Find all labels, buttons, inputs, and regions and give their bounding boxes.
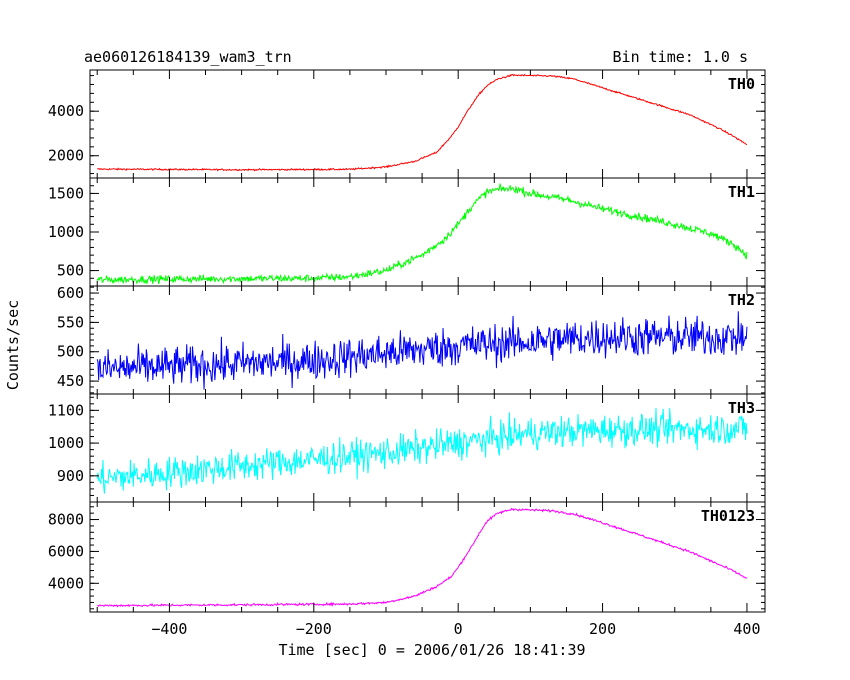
series-line-th1: [96, 183, 748, 285]
y-tick-label: 1000: [48, 223, 84, 241]
bin-time-label: Bin time: 1.0 s: [613, 48, 748, 66]
series-line-th3: [96, 407, 748, 494]
x-axis-title: Time [sec] 0 = 2006/01/26 18:41:39: [278, 641, 585, 659]
panel-th1: 500 1000 1500 TH1: [48, 177, 766, 287]
panel-th0: 2000 4000 TH0: [48, 69, 766, 179]
panel-label: TH1: [728, 183, 755, 201]
y-tick-label: 6000: [48, 542, 84, 560]
y-tick-label: 900: [57, 467, 84, 485]
y-tick-label: 500: [57, 262, 84, 280]
panel-label: TH3: [728, 399, 755, 417]
panel-th2: 450 500 550 600 TH2: [57, 284, 766, 395]
y-tick-label: 2000: [48, 147, 84, 165]
x-tick-label: −200: [296, 620, 332, 638]
y-tick-label: 500: [57, 343, 84, 361]
y-tick-label: 450: [57, 372, 84, 390]
series-line-th0: [97, 73, 747, 172]
panel-th3: 900 1000 1100 TH3: [48, 393, 766, 503]
y-tick-label: 4000: [48, 574, 84, 592]
panel-frame: [89, 177, 766, 287]
y-tick-label: 1500: [48, 184, 84, 202]
panel-label: TH0: [728, 75, 755, 93]
panel-th0123: 4000 6000 8000 TH0123: [48, 501, 766, 613]
x-tick-label: 0: [454, 620, 463, 638]
y-tick-label: 550: [57, 313, 84, 331]
y-tick-label: 1100: [48, 401, 84, 419]
panel-label: TH2: [728, 291, 755, 309]
y-tick-label: 8000: [48, 511, 84, 529]
y-tick-label: 1000: [48, 434, 84, 452]
figure-title: ae060126184139_wam3_trn: [84, 48, 292, 66]
y-tick-label: 4000: [48, 102, 84, 120]
x-tick-label: 400: [733, 620, 760, 638]
panel-label: TH0123: [701, 507, 755, 525]
x-tick-label: 200: [589, 620, 616, 638]
series-line-th2: [96, 311, 748, 390]
y-axis-title: Counts/sec: [4, 300, 22, 390]
panel-frame: [89, 69, 766, 179]
y-tick-label: 600: [57, 284, 84, 302]
series-line-th0123: [97, 507, 748, 608]
panel-frame: [89, 501, 766, 613]
x-tick-label: −400: [151, 620, 187, 638]
